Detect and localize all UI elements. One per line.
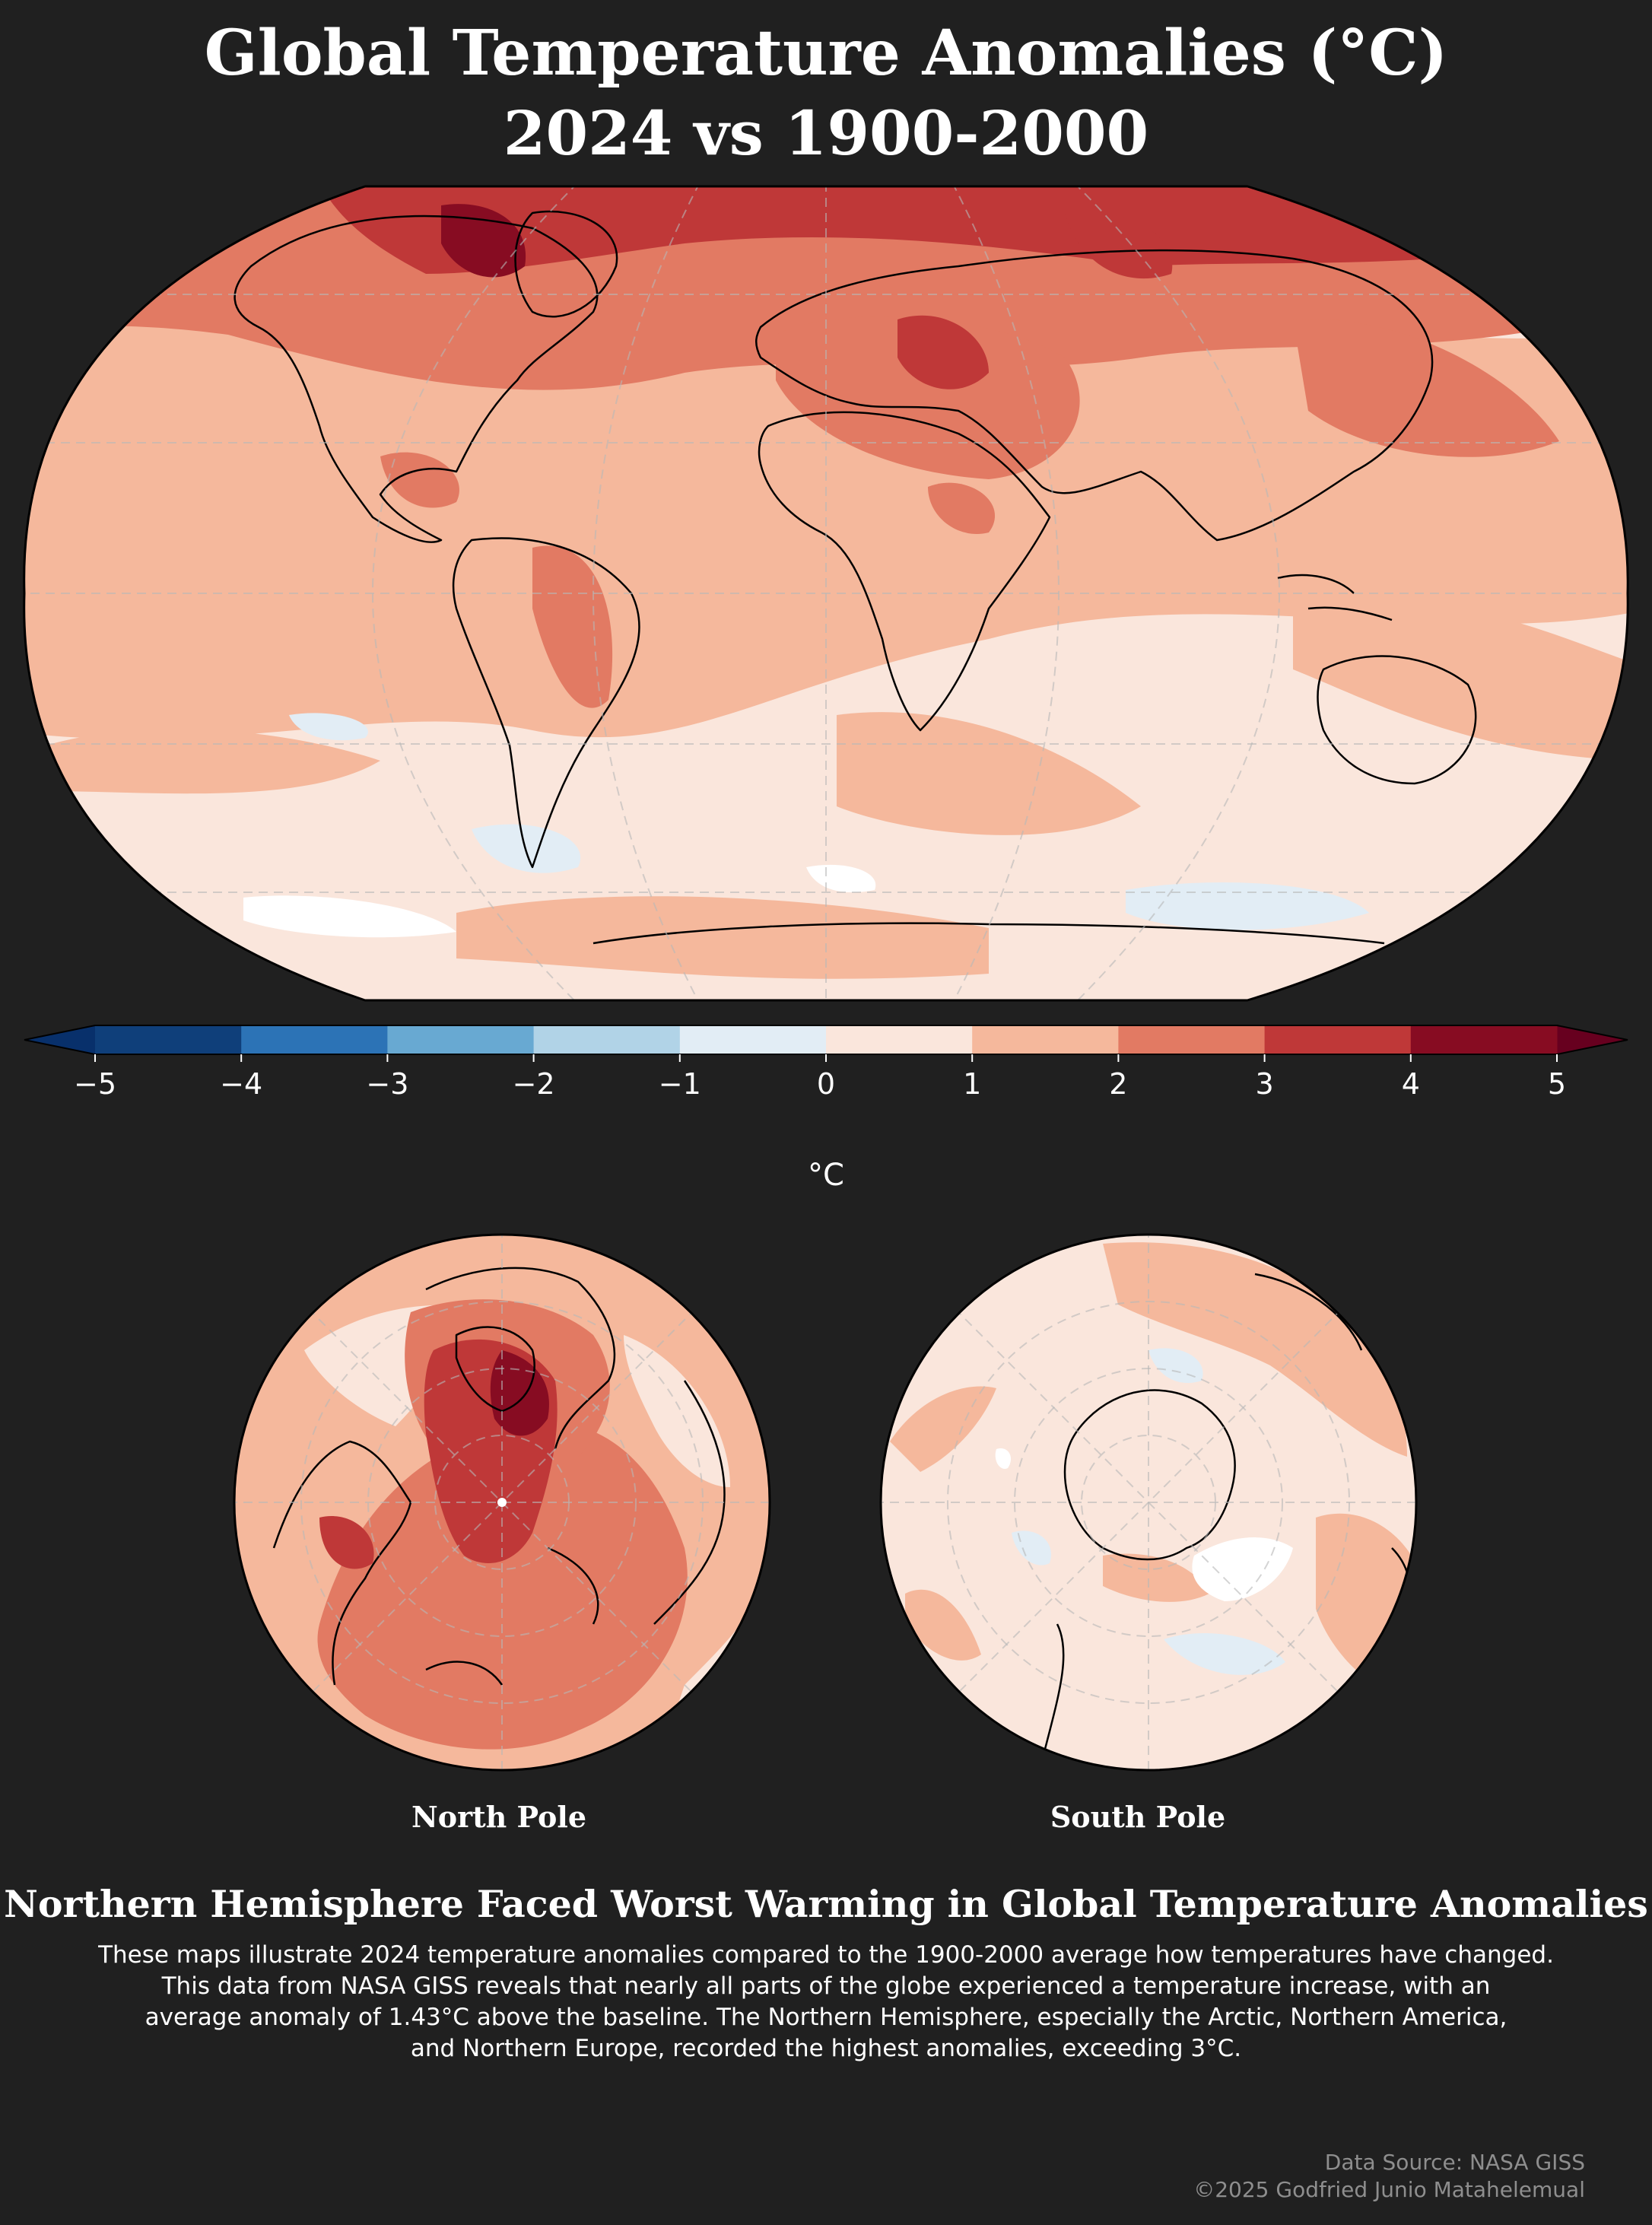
colorbar-segment	[387, 1025, 535, 1054]
map-title: Global Temperature Anomalies (°C)	[204, 17, 1448, 90]
colorbar-tick-label: −5	[74, 1067, 116, 1101]
colorbar-segment	[1118, 1025, 1266, 1054]
colorbar: −5 −4 −3 −2 −1 0 1 2 3 4 5 °C	[24, 1025, 1628, 1193]
colorbar-tick-label: −4	[220, 1067, 262, 1101]
colorbar-segment	[972, 1025, 1119, 1054]
colorbar-tick-label: 5	[1548, 1067, 1566, 1101]
colorbar-segment	[533, 1025, 681, 1054]
colorbar-tick-label: −2	[513, 1067, 555, 1101]
colorbar-segment	[95, 1025, 242, 1054]
description-line: average anomaly of 1.43°C above the base…	[145, 2004, 1507, 2031]
colorbar-segment	[826, 1025, 973, 1054]
colorbar-extend-high	[1557, 1025, 1628, 1054]
colorbar-segment	[241, 1025, 388, 1054]
description: These maps illustrate 2024 temperature a…	[46, 1940, 1606, 2064]
colorbar-tick-label: 4	[1402, 1067, 1420, 1101]
colorbar-segment	[1264, 1025, 1412, 1054]
description-line: This data from NASA GISS reveals that ne…	[161, 1972, 1491, 2000]
colorbar-segment	[679, 1025, 827, 1054]
description-line: and Northern Europe, recorded the highes…	[410, 2035, 1242, 2062]
description-line: These maps illustrate 2024 temperature a…	[98, 1941, 1554, 1969]
data-source: Data Source: NASA GISS	[1324, 2150, 1585, 2175]
map-subtitle: 2024 vs 1900-2000	[503, 97, 1149, 169]
north-pole-map	[233, 1233, 771, 1772]
colorbar-unit: °C	[808, 1158, 844, 1193]
south-pole-label: South Pole	[1050, 1800, 1226, 1834]
headline: Northern Hemisphere Faced Worst Warming …	[4, 1882, 1648, 1926]
world-anomaly-map	[23, 185, 1629, 1002]
colorbar-segment	[1410, 1025, 1558, 1054]
copyright: ©2025 Godfried Junio Matahelemual	[1193, 2177, 1585, 2202]
colorbar-tick-label: 0	[817, 1067, 835, 1101]
colorbar-extend-low	[24, 1025, 95, 1054]
colorbar-tick-label: 2	[1109, 1067, 1127, 1101]
south-pole-map	[879, 1233, 1418, 1772]
north-pole-label: North Pole	[411, 1800, 587, 1834]
colorbar-tick-label: −1	[659, 1067, 701, 1101]
colorbar-tick-label: 1	[963, 1067, 981, 1101]
colorbar-tick-label: −3	[366, 1067, 408, 1101]
colorbar-tick-label: 3	[1256, 1067, 1274, 1101]
